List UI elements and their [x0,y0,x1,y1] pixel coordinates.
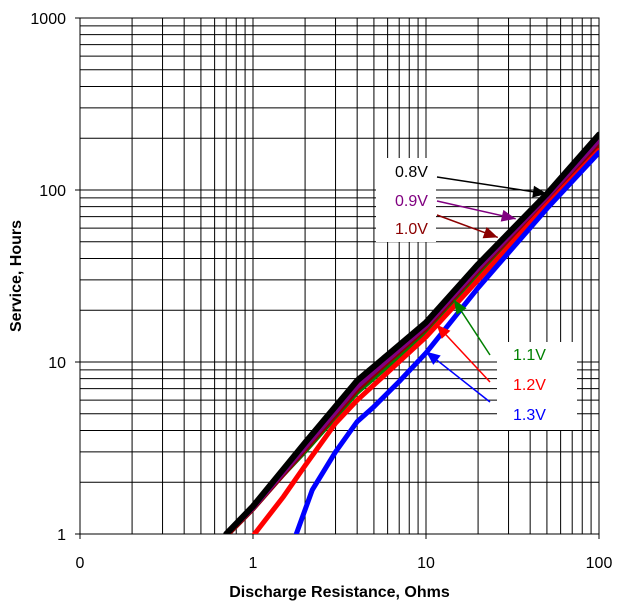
lower-label-box [497,342,577,430]
y-tick-label: 1000 [30,11,66,28]
x-tick-label: 10 [417,555,435,572]
x-axis-title: Discharge Resistance, Ohms [229,584,450,601]
y-tick-labels: 1 10 100 1000 [30,11,66,544]
annotation-label: 1.3V [513,407,546,424]
series-line-0-8V [223,131,599,534]
annotation-label: 1.2V [513,377,546,394]
annotation-label: 1.0V [395,221,428,238]
y-tick-label: 1 [57,527,66,544]
x-tick-label: 1 [249,555,258,572]
annotation-arrowhead [436,324,451,339]
plot-area [79,17,600,535]
annotation-arrowhead [426,351,441,365]
annotation-arrow-line [436,176,548,195]
series-line-1-3V [293,150,599,534]
annotation-arrowhead [482,227,498,239]
series-annotations: 0.8V 0.9V 1.0V 1.1V 1.2V 1.3V [376,158,577,430]
annotation-arrowhead [532,185,547,198]
x-tick-label: 100 [586,555,613,572]
y-tick-label: 10 [48,355,66,372]
series-line-1-2V [252,147,599,534]
series-lines [223,131,599,534]
annotation-label: 0.8V [395,164,428,181]
annotation-label: 0.9V [395,193,428,210]
upper-label-box [376,158,436,242]
x-tick-label: 0 [76,555,85,572]
y-tick-label: 100 [39,183,66,200]
annotation-arrowhead [453,299,467,315]
annotation-label: 1.1V [513,347,546,364]
annotation-arrowhead [500,209,516,222]
x-tick-labels: 0 1 10 100 [76,555,613,572]
y-axis-title: Service, Hours [8,220,25,332]
